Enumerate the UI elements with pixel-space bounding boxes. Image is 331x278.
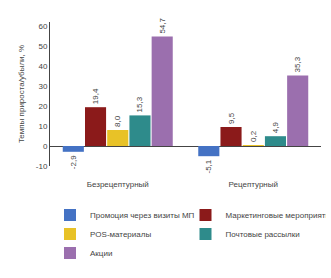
svg-text:8,0: 8,0 — [113, 115, 122, 127]
svg-text:Акции: Акции — [90, 249, 112, 258]
svg-text:54,7: 54,7 — [158, 17, 167, 33]
svg-text:50: 50 — [38, 42, 47, 51]
svg-text:POS-материалы: POS-материалы — [90, 230, 151, 239]
svg-text:0: 0 — [43, 142, 48, 151]
svg-text:Почтовые рассылки: Почтовые рассылки — [226, 230, 300, 239]
svg-text:15,3: 15,3 — [135, 96, 144, 112]
svg-text:35,3: 35,3 — [293, 56, 302, 72]
svg-text:-2,9: -2,9 — [69, 155, 78, 169]
svg-text:Темпы прироста/убыли, %: Темпы прироста/убыли, % — [17, 45, 26, 143]
svg-text:4,9: 4,9 — [271, 122, 280, 134]
svg-text:10: 10 — [38, 122, 47, 131]
svg-text:30: 30 — [38, 82, 47, 91]
svg-text:Рецептурный: Рецептурный — [229, 180, 278, 189]
svg-text:Безрецептурный: Безрецептурный — [87, 180, 149, 189]
svg-text:19,4: 19,4 — [91, 88, 100, 104]
svg-text:Промоция через визиты МП: Промоция через визиты МП — [90, 211, 195, 220]
svg-text:-10: -10 — [36, 162, 48, 171]
svg-text:20: 20 — [38, 102, 47, 111]
svg-text:60: 60 — [38, 22, 47, 31]
svg-text:0,2: 0,2 — [249, 130, 258, 142]
svg-text:Маркетинговые мероприятия: Маркетинговые мероприятия — [226, 211, 327, 220]
svg-text:40: 40 — [38, 62, 47, 71]
svg-text:-5,1: -5,1 — [204, 159, 213, 173]
svg-text:9,5: 9,5 — [227, 112, 236, 124]
